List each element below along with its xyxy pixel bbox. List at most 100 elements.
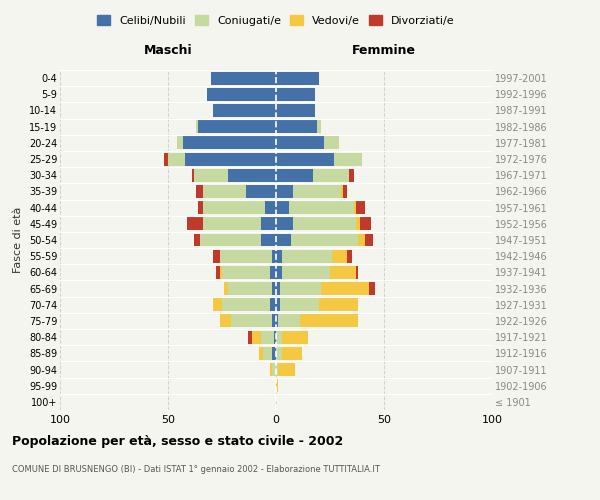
Bar xyxy=(289,201,354,214)
Bar xyxy=(283,266,330,279)
Bar xyxy=(276,234,291,246)
Text: Maschi: Maschi xyxy=(143,44,193,57)
Bar xyxy=(276,136,323,149)
Bar xyxy=(248,330,252,344)
Bar xyxy=(291,234,358,246)
Bar xyxy=(356,201,365,214)
Bar xyxy=(276,218,293,230)
Bar xyxy=(276,266,283,279)
Bar xyxy=(222,266,269,279)
Bar xyxy=(215,266,220,279)
Bar xyxy=(356,266,358,279)
Bar xyxy=(300,314,358,328)
Bar xyxy=(276,250,283,262)
Bar xyxy=(283,347,302,360)
Y-axis label: Fasce di età: Fasce di età xyxy=(13,207,23,273)
Bar xyxy=(192,169,194,181)
Bar xyxy=(272,347,276,360)
Bar xyxy=(313,169,349,181)
Bar xyxy=(317,120,322,133)
Legend: Celibi/Nubili, Coniugati/e, Vedovi/e, Divorziati/e: Celibi/Nubili, Coniugati/e, Vedovi/e, Di… xyxy=(93,10,459,30)
Bar xyxy=(183,136,276,149)
Bar xyxy=(211,72,276,85)
Bar xyxy=(230,314,272,328)
Bar xyxy=(261,234,276,246)
Bar xyxy=(252,330,261,344)
Bar xyxy=(187,218,203,230)
Bar xyxy=(224,282,229,295)
Bar xyxy=(280,298,319,311)
Bar xyxy=(276,185,293,198)
Bar xyxy=(214,250,220,262)
Bar xyxy=(207,88,276,101)
Bar xyxy=(293,185,341,198)
Bar xyxy=(168,152,185,166)
Bar xyxy=(196,120,198,133)
Bar xyxy=(194,234,200,246)
Bar xyxy=(203,218,261,230)
Bar xyxy=(356,218,360,230)
Bar xyxy=(332,250,347,262)
Bar xyxy=(265,201,276,214)
Bar xyxy=(354,201,356,214)
Bar xyxy=(194,169,229,181)
Bar xyxy=(343,185,347,198)
Bar xyxy=(200,234,261,246)
Bar xyxy=(176,136,183,149)
Text: Popolazione per età, sesso e stato civile - 2002: Popolazione per età, sesso e stato civil… xyxy=(12,435,343,448)
Bar xyxy=(365,234,373,246)
Bar xyxy=(319,298,358,311)
Bar xyxy=(272,363,276,376)
Bar xyxy=(276,72,319,85)
Bar xyxy=(203,201,265,214)
Bar xyxy=(222,298,269,311)
Bar xyxy=(276,363,278,376)
Bar xyxy=(214,298,222,311)
Bar xyxy=(283,250,332,262)
Bar xyxy=(259,347,263,360)
Bar xyxy=(272,282,276,295)
Bar xyxy=(276,298,280,311)
Bar xyxy=(330,266,356,279)
Bar xyxy=(276,314,278,328)
Bar xyxy=(293,218,356,230)
Bar xyxy=(198,120,276,133)
Bar xyxy=(347,250,352,262)
Bar xyxy=(280,282,322,295)
Bar xyxy=(164,152,168,166)
Bar xyxy=(229,169,276,181)
Bar xyxy=(369,282,376,295)
Bar xyxy=(276,104,315,117)
Bar xyxy=(246,185,276,198)
Bar xyxy=(276,120,317,133)
Bar xyxy=(334,152,362,166)
Bar xyxy=(220,266,222,279)
Bar xyxy=(276,152,334,166)
Bar xyxy=(274,330,276,344)
Bar xyxy=(358,234,365,246)
Bar xyxy=(229,282,272,295)
Bar xyxy=(261,218,276,230)
Bar xyxy=(272,250,276,262)
Bar xyxy=(278,314,300,328)
Bar xyxy=(272,314,276,328)
Bar xyxy=(198,201,203,214)
Bar xyxy=(322,282,369,295)
Bar xyxy=(261,330,274,344)
Text: Femmine: Femmine xyxy=(352,44,416,57)
Bar xyxy=(276,347,283,360)
Bar xyxy=(349,169,354,181)
Bar xyxy=(263,347,272,360)
Bar xyxy=(269,298,276,311)
Bar xyxy=(276,169,313,181)
Bar xyxy=(278,363,295,376)
Bar xyxy=(196,185,203,198)
Bar xyxy=(220,250,272,262)
Bar xyxy=(203,185,246,198)
Bar xyxy=(323,136,338,149)
Bar xyxy=(185,152,276,166)
Bar xyxy=(276,379,278,392)
Bar xyxy=(360,218,371,230)
Bar xyxy=(220,314,230,328)
Bar xyxy=(214,104,276,117)
